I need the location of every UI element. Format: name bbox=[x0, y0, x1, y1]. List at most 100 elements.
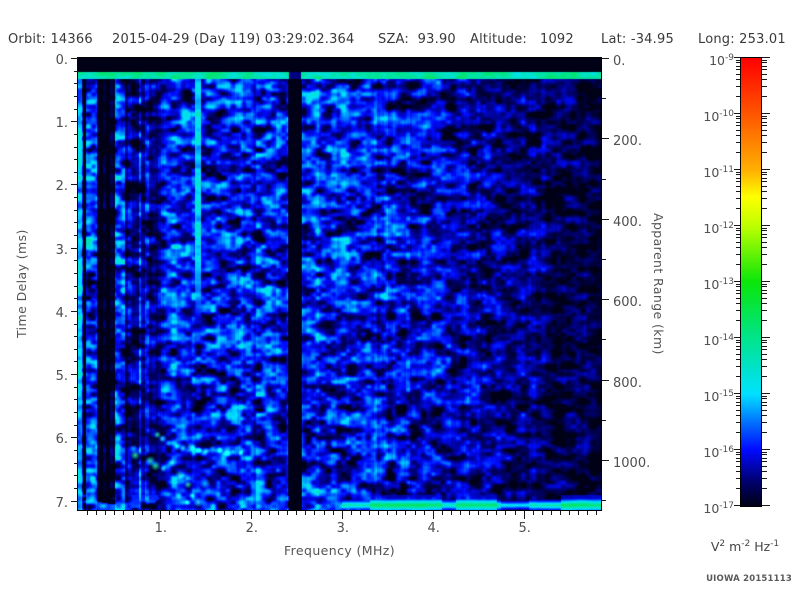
colorbar-minor-tick bbox=[736, 241, 740, 243]
colorbar-minor-tick bbox=[762, 69, 767, 71]
colorbar-minor-tick bbox=[736, 395, 740, 397]
time-axis-minor-tick bbox=[74, 298, 78, 300]
time-axis-minor-tick bbox=[74, 159, 78, 161]
colorbar-minor-tick bbox=[762, 121, 767, 123]
time-axis-tick bbox=[71, 247, 78, 249]
colorbar-minor-tick bbox=[736, 359, 740, 361]
frequency-axis-title: Frequency (MHz) bbox=[283, 543, 396, 558]
colorbar-tick bbox=[734, 281, 740, 282]
colorbar-minor-tick bbox=[736, 59, 740, 61]
colorbar-minor-tick bbox=[736, 342, 740, 344]
time-axis-tick bbox=[71, 374, 78, 376]
colorbar-minor-tick bbox=[736, 125, 740, 127]
frequency-axis-minor-tick bbox=[378, 511, 380, 515]
credit-text: UIOWA 20151113 bbox=[706, 574, 792, 584]
colorbar-tick-label: 10-10 bbox=[703, 109, 734, 125]
colorbar-tick-label: 10-14 bbox=[703, 333, 734, 349]
datetime-field: 2015-04-29 (Day 119) 03:29:02.364 bbox=[112, 32, 355, 47]
time-axis-minor-tick bbox=[74, 386, 78, 388]
time-axis-minor-tick bbox=[74, 412, 78, 413]
colorbar-minor-tick bbox=[762, 254, 767, 256]
colorbar-tick bbox=[734, 225, 740, 226]
colorbar-tick bbox=[762, 505, 770, 506]
time-axis-tick bbox=[71, 437, 78, 439]
range-axis-minor-tick bbox=[602, 259, 606, 261]
frequency-axis-tick bbox=[523, 511, 525, 519]
colorbar-minor-tick bbox=[762, 62, 767, 64]
frequency-axis-minor-tick bbox=[350, 511, 352, 515]
colorbar-minor-tick bbox=[762, 289, 767, 291]
colorbar-minor-tick bbox=[736, 405, 740, 407]
time-axis-minor-tick bbox=[74, 323, 78, 325]
frequency-axis-minor-tick bbox=[278, 511, 280, 515]
colorbar-minor-tick bbox=[762, 353, 767, 355]
colorbar-minor-tick bbox=[736, 198, 740, 200]
colorbar-tick-label: 10-16 bbox=[703, 445, 734, 461]
colorbar bbox=[740, 57, 762, 507]
colorbar-minor-tick bbox=[762, 86, 767, 88]
range-axis-title: Apparent Range (km) bbox=[651, 213, 666, 355]
colorbar-minor-tick bbox=[736, 86, 740, 88]
time-axis-minor-tick bbox=[74, 399, 78, 401]
colorbar-tick-label: 10-12 bbox=[703, 221, 734, 237]
colorbar-minor-tick bbox=[762, 171, 767, 173]
time-axis-minor-tick bbox=[74, 95, 78, 97]
colorbar-tick-label: 10-11 bbox=[703, 165, 734, 181]
time-axis-tick-label: 0. bbox=[55, 53, 68, 68]
frequency-axis-minor-tick bbox=[460, 511, 462, 515]
colorbar-minor-tick bbox=[762, 297, 767, 299]
colorbar-minor-tick bbox=[736, 422, 740, 424]
colorbar-minor-tick bbox=[736, 471, 740, 473]
range-axis-tick bbox=[602, 379, 609, 381]
time-axis-minor-tick bbox=[74, 272, 78, 274]
frequency-axis-minor-tick bbox=[214, 511, 216, 515]
range-axis-minor-tick bbox=[602, 419, 606, 421]
colorbar-minor-tick bbox=[762, 465, 767, 467]
time-axis-title: Time Delay (ms) bbox=[14, 229, 29, 339]
colorbar-minor-tick bbox=[762, 398, 767, 400]
time-axis-minor-tick bbox=[74, 475, 78, 477]
frequency-axis-minor-tick bbox=[296, 511, 298, 515]
colorbar-minor-tick bbox=[736, 376, 740, 378]
time-axis-minor-tick bbox=[74, 235, 78, 236]
frequency-axis-minor-tick bbox=[114, 511, 116, 515]
colorbar-minor-tick bbox=[762, 451, 767, 453]
frequency-axis-tick-label: 2. bbox=[245, 521, 259, 536]
range-axis-tick bbox=[602, 138, 609, 140]
range-axis-tick bbox=[602, 218, 609, 220]
colorbar-minor-tick bbox=[736, 135, 740, 137]
frequency-axis-minor-tick bbox=[96, 511, 98, 515]
frequency-axis-minor-tick bbox=[596, 511, 598, 515]
time-axis-minor-tick bbox=[74, 348, 78, 350]
colorbar-minor-tick bbox=[736, 293, 740, 295]
colorbar-minor-tick bbox=[736, 366, 740, 368]
colorbar-minor-tick bbox=[736, 353, 740, 355]
colorbar-tick bbox=[762, 169, 770, 170]
colorbar-minor-tick bbox=[762, 422, 767, 424]
frequency-axis-minor-tick bbox=[505, 511, 507, 515]
frequency-axis-minor-tick bbox=[187, 511, 189, 515]
frequency-axis-minor-tick bbox=[487, 511, 489, 515]
range-axis-tick-label: 1000. bbox=[613, 456, 651, 472]
frequency-axis-minor-tick bbox=[314, 511, 316, 515]
colorbar-tick bbox=[762, 393, 770, 394]
colorbar-minor-tick bbox=[736, 177, 740, 179]
frequency-axis-minor-tick bbox=[168, 511, 170, 515]
colorbar-tick bbox=[734, 57, 740, 58]
frequency-axis-minor-tick bbox=[532, 511, 534, 515]
colorbar-minor-tick bbox=[736, 208, 740, 210]
colorbar-minor-tick bbox=[736, 65, 740, 67]
time-axis-tick-label: 7. bbox=[55, 495, 68, 511]
colorbar-tick bbox=[762, 449, 770, 450]
colorbar-minor-tick bbox=[736, 286, 740, 288]
colorbar-minor-tick bbox=[762, 233, 767, 235]
frequency-axis-minor-tick bbox=[405, 511, 407, 515]
time-axis-tick bbox=[71, 184, 78, 186]
colorbar-minor-tick bbox=[762, 65, 767, 67]
colorbar-minor-tick bbox=[762, 405, 767, 407]
colorbar-minor-tick bbox=[762, 230, 767, 232]
time-axis-tick-label: 1. bbox=[55, 116, 68, 132]
colorbar-minor-tick bbox=[736, 73, 740, 75]
colorbar-minor-tick bbox=[762, 118, 767, 120]
colorbar-minor-tick bbox=[762, 415, 767, 417]
